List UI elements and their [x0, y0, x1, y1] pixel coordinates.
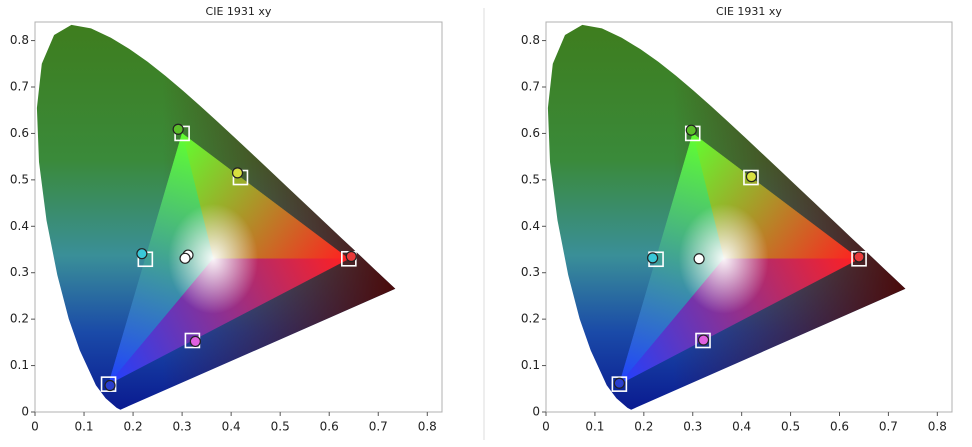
target-marker: [695, 332, 711, 349]
measured-marker: [231, 167, 244, 179]
x-tick-label: 0.2: [124, 420, 143, 434]
x-tick-label: 0.6: [830, 420, 849, 434]
target-marker: [611, 376, 628, 392]
chart: CIE 1931 xy 0 0.1 0.2 0.3 0.4 0.5 0.6 0.7 0.8 0 0.1…: [10, 5, 443, 434]
y-tick-label: 0.5: [521, 172, 540, 186]
y-tick-label: 0.6: [10, 126, 29, 140]
x-tick-label: 0.1: [74, 420, 93, 434]
measured-marker: [745, 171, 758, 183]
chart: CIE 1931 xy 0 0.1 0.2 0.3 0.4 0.5 0.6 0.7 0.8 0 0.1…: [521, 5, 953, 434]
y-tick-label: 0.1: [521, 358, 540, 372]
x-tick-label: 0.8: [418, 420, 437, 434]
y-tick-label: 0.4: [521, 219, 540, 233]
target-marker: [100, 376, 117, 392]
x-tick-label: 0.5: [781, 420, 800, 434]
y-tick-label: 0.1: [10, 358, 29, 372]
x-tick-label: 0.3: [683, 420, 702, 434]
x-tick-label: 0.5: [271, 420, 290, 434]
y-tick-label: 0.2: [10, 312, 29, 326]
y-tick-label: 0.4: [10, 219, 29, 233]
x-tick-label: 0.1: [585, 420, 604, 434]
measured-marker: [104, 379, 116, 392]
measured-marker: [853, 251, 865, 263]
x-tick-label: 0.7: [369, 420, 388, 434]
measured-marker: [647, 252, 659, 264]
y-tick-label: 0.8: [10, 33, 29, 47]
y-tick-label: 0.3: [10, 265, 29, 279]
x-tick-label: 0.4: [732, 420, 751, 434]
y-tick-label: 0.7: [521, 80, 540, 94]
measured-marker: [345, 250, 357, 263]
x-tick-label: 0.4: [222, 420, 241, 434]
x-tick-label: 0.7: [879, 420, 898, 434]
x-tick-label: 0: [542, 420, 550, 434]
white-glow: [678, 203, 769, 314]
measured-marker: [189, 335, 201, 348]
measured-marker: [136, 248, 148, 260]
x-tick-label: 0.8: [928, 420, 947, 434]
measured-marker: [697, 334, 710, 346]
measured-marker: [613, 377, 625, 389]
measured-marker: [172, 123, 184, 135]
gamut-region: [619, 258, 860, 385]
y-tick-label: 0.6: [521, 126, 540, 140]
measured-marker: [693, 253, 705, 265]
y-tick-label: 0.3: [521, 265, 540, 279]
x-tick-label: 0.3: [173, 420, 192, 434]
x-tick-label: 0.2: [634, 420, 653, 434]
y-tick-label: 0: [532, 405, 540, 419]
measured-marker: [685, 124, 697, 136]
y-tick-label: 0: [21, 405, 29, 419]
x-tick-label: 0: [31, 420, 39, 434]
measured-marker: [179, 252, 191, 264]
white-glow: [168, 203, 259, 314]
chart-title: CIE 1931 xy: [206, 5, 272, 18]
y-tick-label: 0.2: [521, 312, 540, 326]
x-tick-label: 0.6: [320, 420, 339, 434]
y-tick-label: 0.7: [10, 80, 29, 94]
y-tick-label: 0.5: [10, 172, 29, 186]
y-tick-label: 0.8: [521, 33, 540, 47]
chart-title: CIE 1931 xy: [716, 5, 782, 18]
target-marker: [743, 169, 759, 186]
